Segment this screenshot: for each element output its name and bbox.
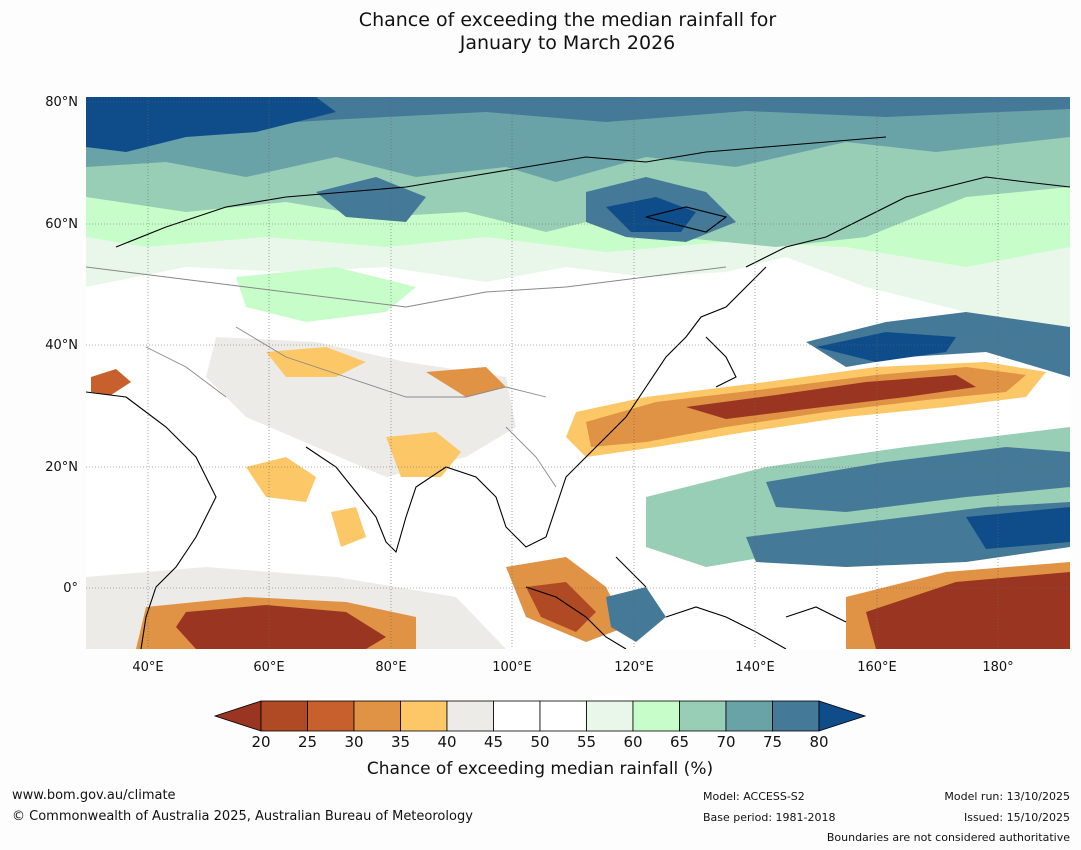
title-line-2: January to March 2026	[459, 32, 676, 54]
west-indian-ocean-brown	[176, 605, 386, 649]
lon-label-120e: 120°E	[614, 660, 654, 675]
lon-label-40e: 40°E	[132, 660, 164, 675]
colorbar-tick-label: 70	[716, 733, 736, 751]
footer-website: www.bom.gov.au/climate	[12, 788, 176, 803]
pacific-blue-mid	[766, 447, 1070, 512]
india-yellow-patch-3	[331, 507, 366, 547]
chart-title: Chance of exceeding the median rainfall …	[0, 9, 1081, 55]
colorbar-segment	[632, 700, 680, 732]
footer-base-period: Base period: 1981-2018	[703, 811, 836, 824]
rainfall-map	[86, 97, 1070, 649]
lon-label-100e: 100°E	[492, 660, 532, 675]
coastlines	[86, 136, 1070, 649]
himalaya-yellow	[266, 347, 366, 377]
lat-label-40n: 40°N	[45, 338, 78, 353]
colorbar-segment	[446, 700, 494, 732]
india-yellow-patch-2	[386, 432, 461, 477]
lat-label-60n: 60°N	[45, 217, 78, 232]
pacific-darkblue-north	[816, 332, 956, 362]
colorbar-tick-label: 55	[576, 733, 597, 751]
colorbar-segment	[493, 700, 541, 732]
footer-issued: Issued: 15/10/2025	[963, 811, 1070, 824]
colorbar-tick-label: 60	[623, 733, 643, 751]
colorbar-extend-high	[818, 700, 866, 732]
colorbar-segment	[260, 700, 308, 732]
colorbar-tick-label: 80	[809, 733, 829, 751]
lon-label-180: 180°	[982, 660, 1014, 675]
colorbar-tick-label: 20	[251, 733, 271, 751]
lat-label-80n: 80°N	[45, 95, 78, 110]
lon-label-80e: 80°E	[375, 660, 407, 675]
maritime-blue	[606, 587, 666, 642]
footer-model-run: Model run: 13/10/2025	[944, 790, 1070, 803]
pacific-darkblue-south	[966, 507, 1070, 549]
colorbar-segment	[353, 700, 401, 732]
colorbar-tick-label: 25	[297, 733, 318, 751]
colorbar-tick-label: 65	[669, 733, 690, 751]
siberia-west-blue	[316, 177, 426, 222]
lon-label-60e: 60°E	[253, 660, 285, 675]
colorbar-segment	[679, 700, 727, 732]
colorbar-segment	[586, 700, 634, 732]
footer-model: Model: ACCESS-S2	[703, 790, 805, 803]
colorbar-segment	[400, 700, 448, 732]
lon-label-140e: 140°E	[735, 660, 775, 675]
south-pacific-brown	[866, 572, 1070, 649]
lat-label-20n: 20°N	[45, 460, 78, 475]
arabia-orange-patch	[91, 369, 131, 395]
colorbar-segment	[539, 700, 587, 732]
arctic-darkblue-region	[86, 97, 336, 152]
colorbar-extend-low	[214, 700, 262, 732]
colorbar-tick-label: 75	[762, 733, 783, 751]
colorbar-segment	[307, 700, 355, 732]
colorbar-segment	[725, 700, 773, 732]
siberia-darkblue-patch	[606, 197, 696, 232]
country-borders	[86, 266, 727, 488]
footer-copyright: © Commonwealth of Australia 2025, Austra…	[12, 809, 473, 824]
lat-label-0: 0°	[63, 581, 78, 596]
map-canvas	[86, 97, 1070, 649]
footer-boundaries-note: Boundaries are not considered authoritat…	[826, 831, 1070, 844]
colorbar-tick-label: 35	[390, 733, 411, 751]
graticule	[86, 97, 1070, 649]
pacific-brown-band	[686, 375, 976, 419]
colorbar	[214, 700, 866, 732]
colorbar-segment	[772, 700, 820, 732]
india-yellow-patch-1	[246, 457, 316, 502]
colorbar-tick-label: 45	[483, 733, 504, 751]
central-asia-green	[236, 267, 416, 322]
colorbar-tick-label: 40	[437, 733, 457, 751]
colorbar-tick-label: 30	[344, 733, 364, 751]
colorbar-tick-label: 50	[530, 733, 550, 751]
arctic-blue-region	[86, 97, 1070, 137]
title-line-1: Chance of exceeding the median rainfall …	[358, 9, 777, 31]
colorbar-label: Chance of exceeding median rainfall (%)	[366, 759, 714, 779]
lon-label-160e: 160°E	[857, 660, 897, 675]
china-orange-band	[426, 367, 506, 397]
maritime-brown	[526, 582, 596, 632]
